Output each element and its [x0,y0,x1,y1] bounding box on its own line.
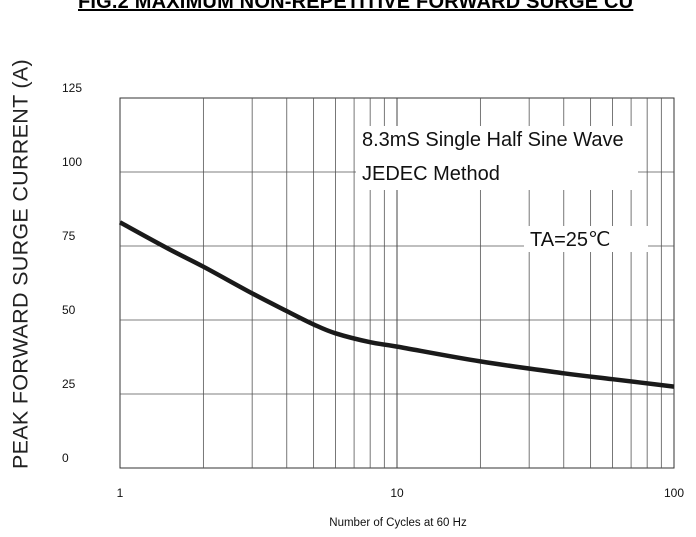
annotation-temperature: TA=25℃ [530,229,610,251]
annotations: 8.3mS Single Half Sine Wave JEDEC Method… [362,129,624,251]
annotation-waveform: 8.3mS Single Half Sine Wave [362,129,624,151]
series-layer [118,220,675,389]
y-tick-labels: 125 100 75 50 25 0 [62,81,82,465]
x-axis-label: Number of Cycles at 60 Hz [329,517,467,529]
annotation-background [356,126,638,190]
y-tick-label: 25 [62,377,76,391]
y-tick-label: 100 [62,155,82,169]
series-line [118,220,675,389]
grid [119,97,675,469]
y-tick-label: 50 [62,303,76,317]
x-tick-label: 100 [664,486,684,500]
chart-title: FIG.2 MAXIMUM NON-REPETITIVE FORWARD SUR… [78,0,634,13]
annotation-method: JEDEC Method [362,163,500,185]
y-tick-label: 0 [62,451,69,465]
x-tick-label: 10 [390,486,404,500]
annotation-background [524,226,648,252]
x-tick-label: 1 [117,486,124,500]
y-tick-label: 125 [62,81,82,95]
x-tick-labels: 1 10 100 [117,486,685,500]
y-tick-label: 75 [62,229,76,243]
